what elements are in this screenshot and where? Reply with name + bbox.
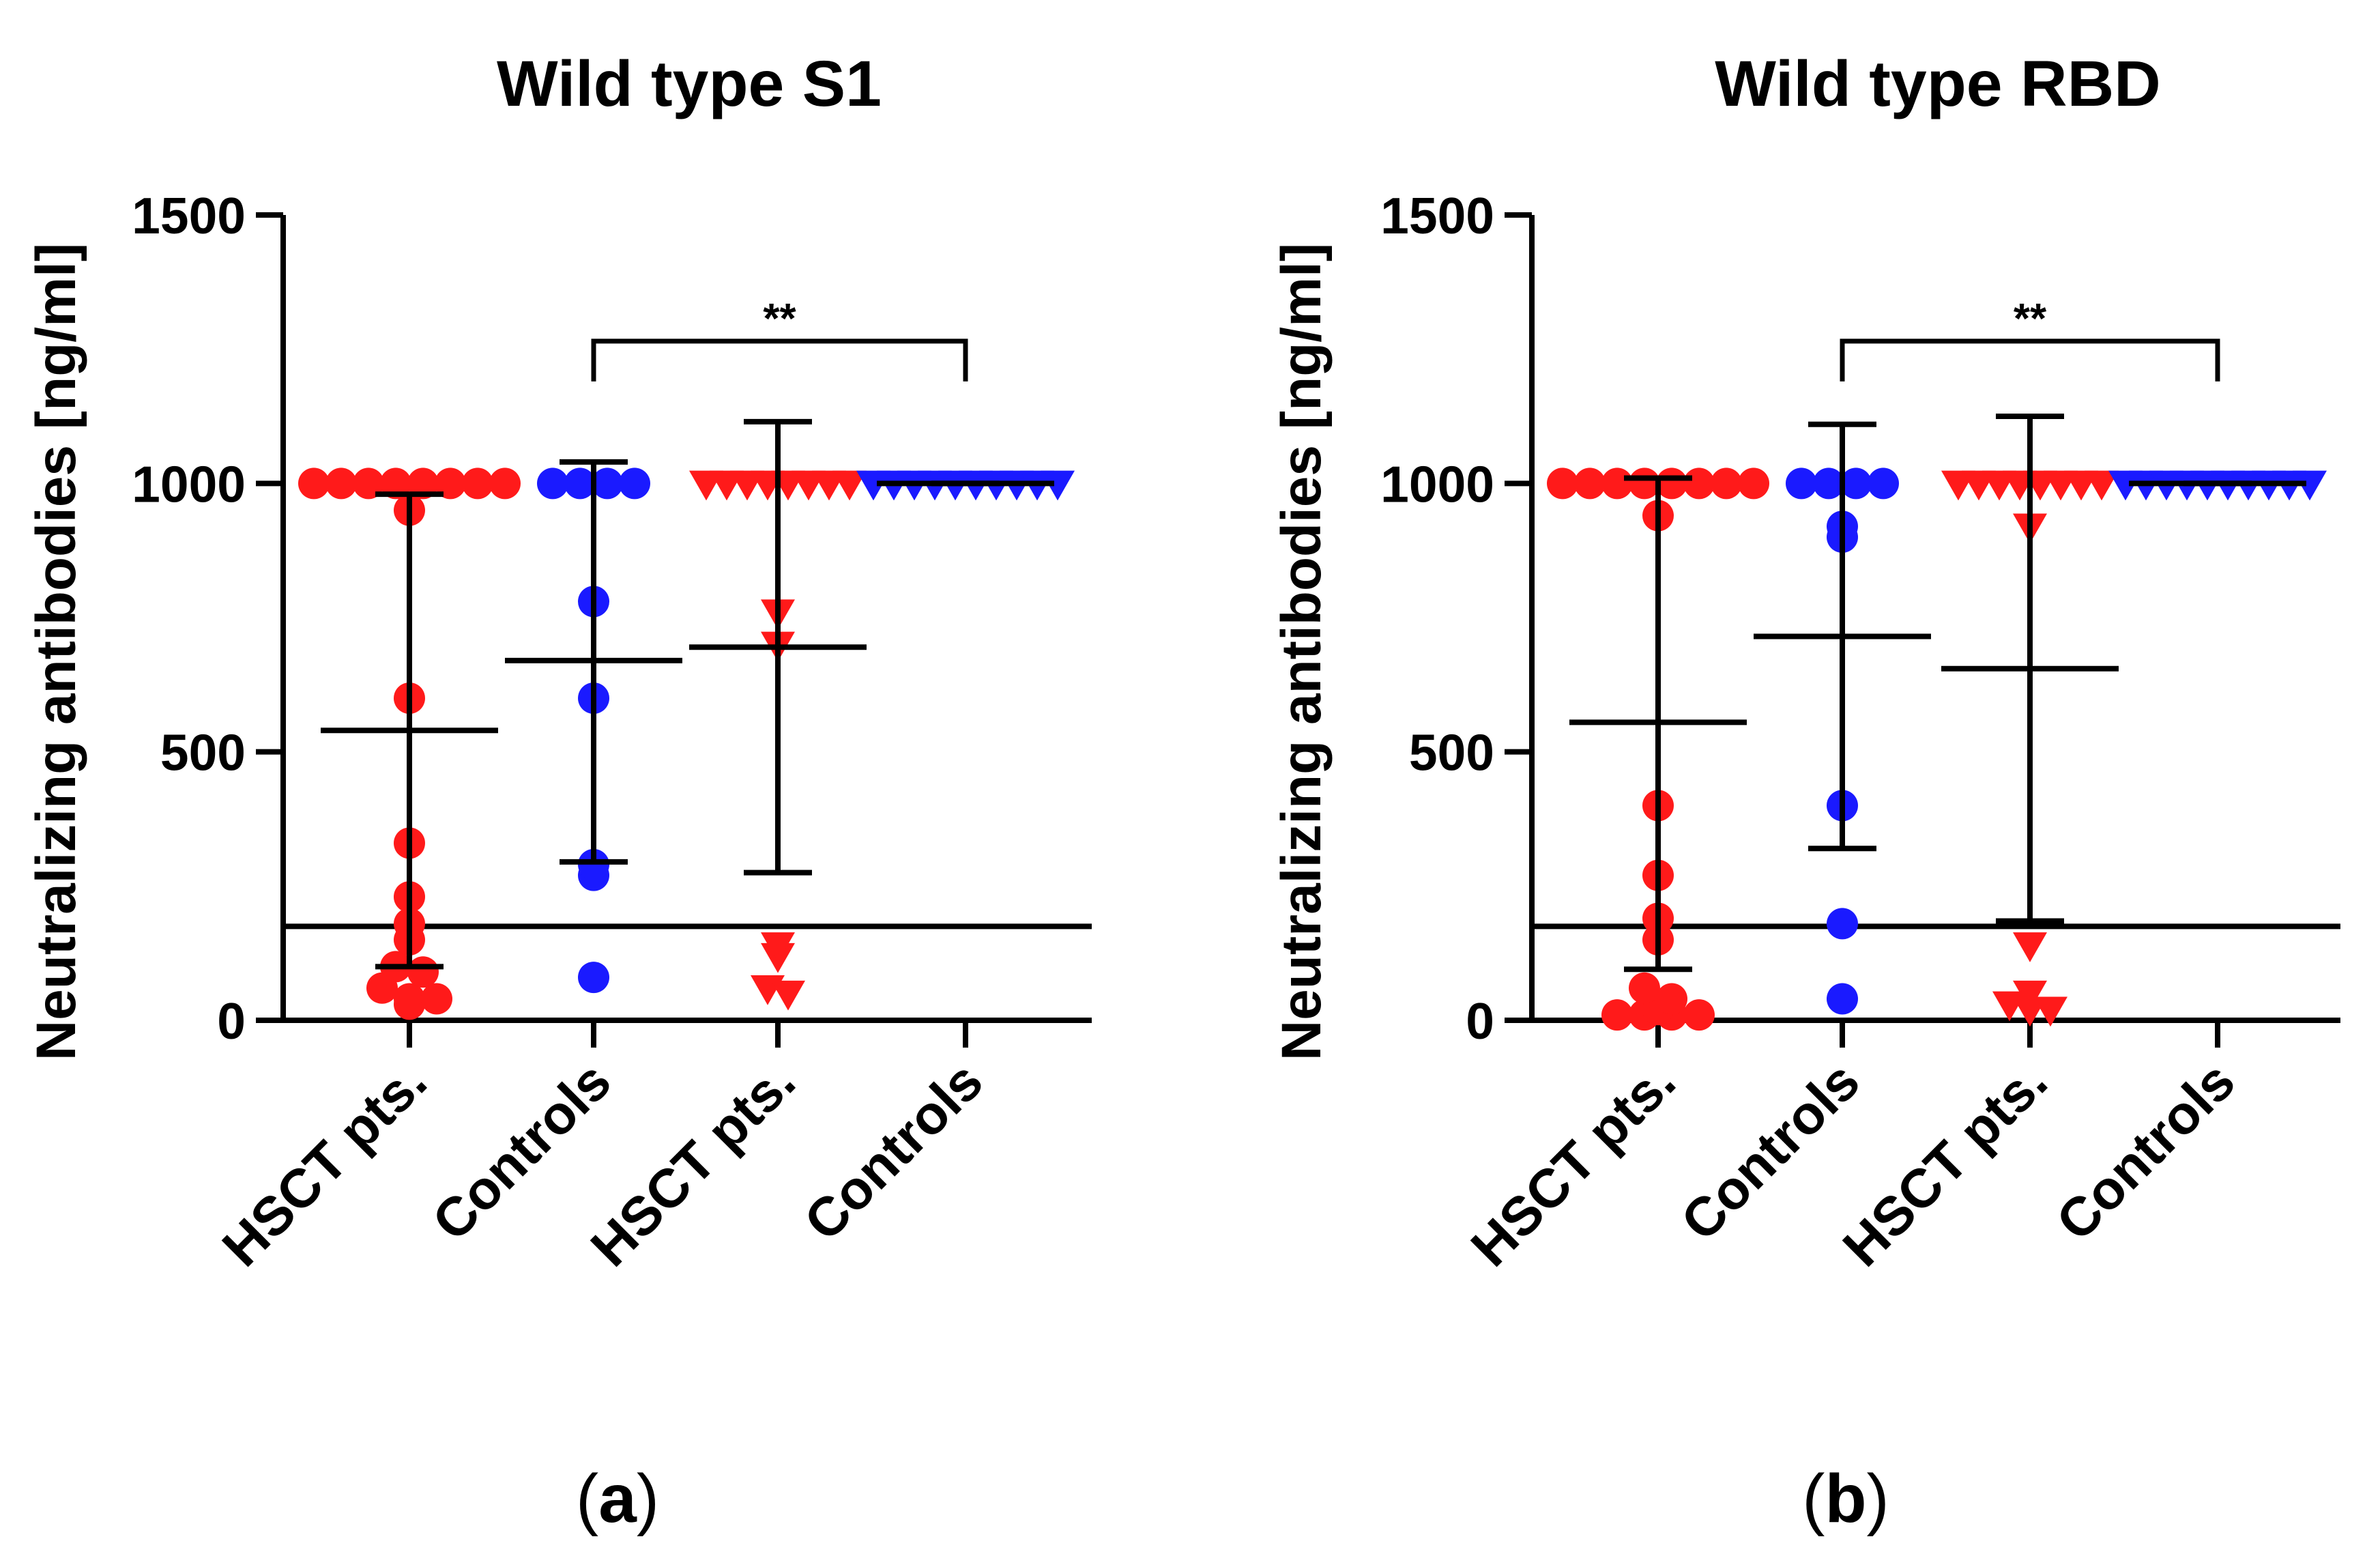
data-point [564, 467, 596, 500]
data-point [1041, 470, 1075, 501]
y-tick-label: 500 [1409, 724, 1494, 781]
data-point [1656, 983, 1687, 1015]
data-point [325, 467, 357, 500]
y-axis-label: Neutralizing antibodies [ng/ml] [25, 243, 87, 1061]
data-point [619, 467, 650, 500]
x-tick-label: Controls [1670, 1050, 1871, 1252]
significance-bracket [591, 339, 968, 382]
data-point [1738, 467, 1769, 500]
data-point [2293, 470, 2327, 501]
x-tick-label: HSCT pts. [1831, 1050, 2059, 1278]
significance-label: ** [763, 296, 796, 343]
data-point [2013, 932, 2047, 962]
chart-title: Wild type S1 [497, 48, 882, 120]
y-tick-label: 1000 [132, 455, 246, 513]
data-point [578, 962, 609, 994]
data-point [771, 980, 805, 1011]
data-point [2085, 470, 2119, 501]
x-tick-label: Controls [793, 1050, 994, 1252]
x-tick-label: HSCT pts. [211, 1050, 438, 1278]
y-tick-label: 1500 [132, 187, 246, 244]
data-point [2033, 996, 2067, 1027]
y-tick-label: 0 [217, 992, 246, 1050]
data-point [298, 467, 330, 500]
data-point [1711, 467, 1742, 500]
x-tick-label: Controls [2045, 1050, 2246, 1252]
data-point [1547, 467, 1578, 500]
data-point [2013, 980, 2047, 1011]
data-point [1827, 983, 1858, 1015]
data-point [1840, 467, 1872, 500]
significance-label: ** [2014, 296, 2047, 343]
panel-label-a: (a) [576, 1461, 659, 1537]
data-point [462, 467, 493, 500]
chart-title: Wild type RBD [1715, 48, 2161, 120]
data-point [761, 932, 795, 962]
data-point [1601, 467, 1633, 500]
data-point [537, 467, 568, 500]
y-tick-label: 500 [160, 724, 246, 781]
panel-label-b: (b) [1802, 1461, 1889, 1537]
data-point [1574, 467, 1606, 500]
x-tick-label: HSCT pts. [1460, 1050, 1687, 1278]
y-tick-label: 0 [1466, 992, 1494, 1050]
data-point [1827, 908, 1858, 940]
data-point [592, 467, 623, 500]
data-point [421, 983, 452, 1015]
data-point [1683, 999, 1715, 1031]
data-point [1786, 467, 1817, 500]
data-point [832, 470, 867, 501]
data-point [407, 467, 439, 500]
data-point [489, 467, 521, 500]
y-tick-label: 1500 [1380, 187, 1494, 244]
y-axis-label: Neutralizing antibodies [ng/ml] [1271, 243, 1333, 1061]
data-point [1601, 999, 1633, 1031]
panel-label-b-letter: b [1825, 1461, 1866, 1537]
data-point [435, 467, 466, 500]
data-point [353, 467, 384, 500]
data-point [1813, 467, 1844, 500]
significance-bracket [1840, 339, 2220, 382]
panel-label-a-letter: a [598, 1461, 637, 1537]
data-point [1683, 467, 1715, 500]
panel-b: Wild type RBD Neutralizing antibodies [ng… [1271, 48, 2340, 1278]
panel-a: Wild type S1 Neutralizing antibodies [ng/… [25, 48, 1092, 1278]
data-point [1629, 972, 1660, 1004]
data-point [380, 467, 411, 500]
y-tick-label: 1000 [1380, 455, 1494, 513]
data-point [1868, 467, 1899, 500]
data-point [394, 983, 425, 1015]
